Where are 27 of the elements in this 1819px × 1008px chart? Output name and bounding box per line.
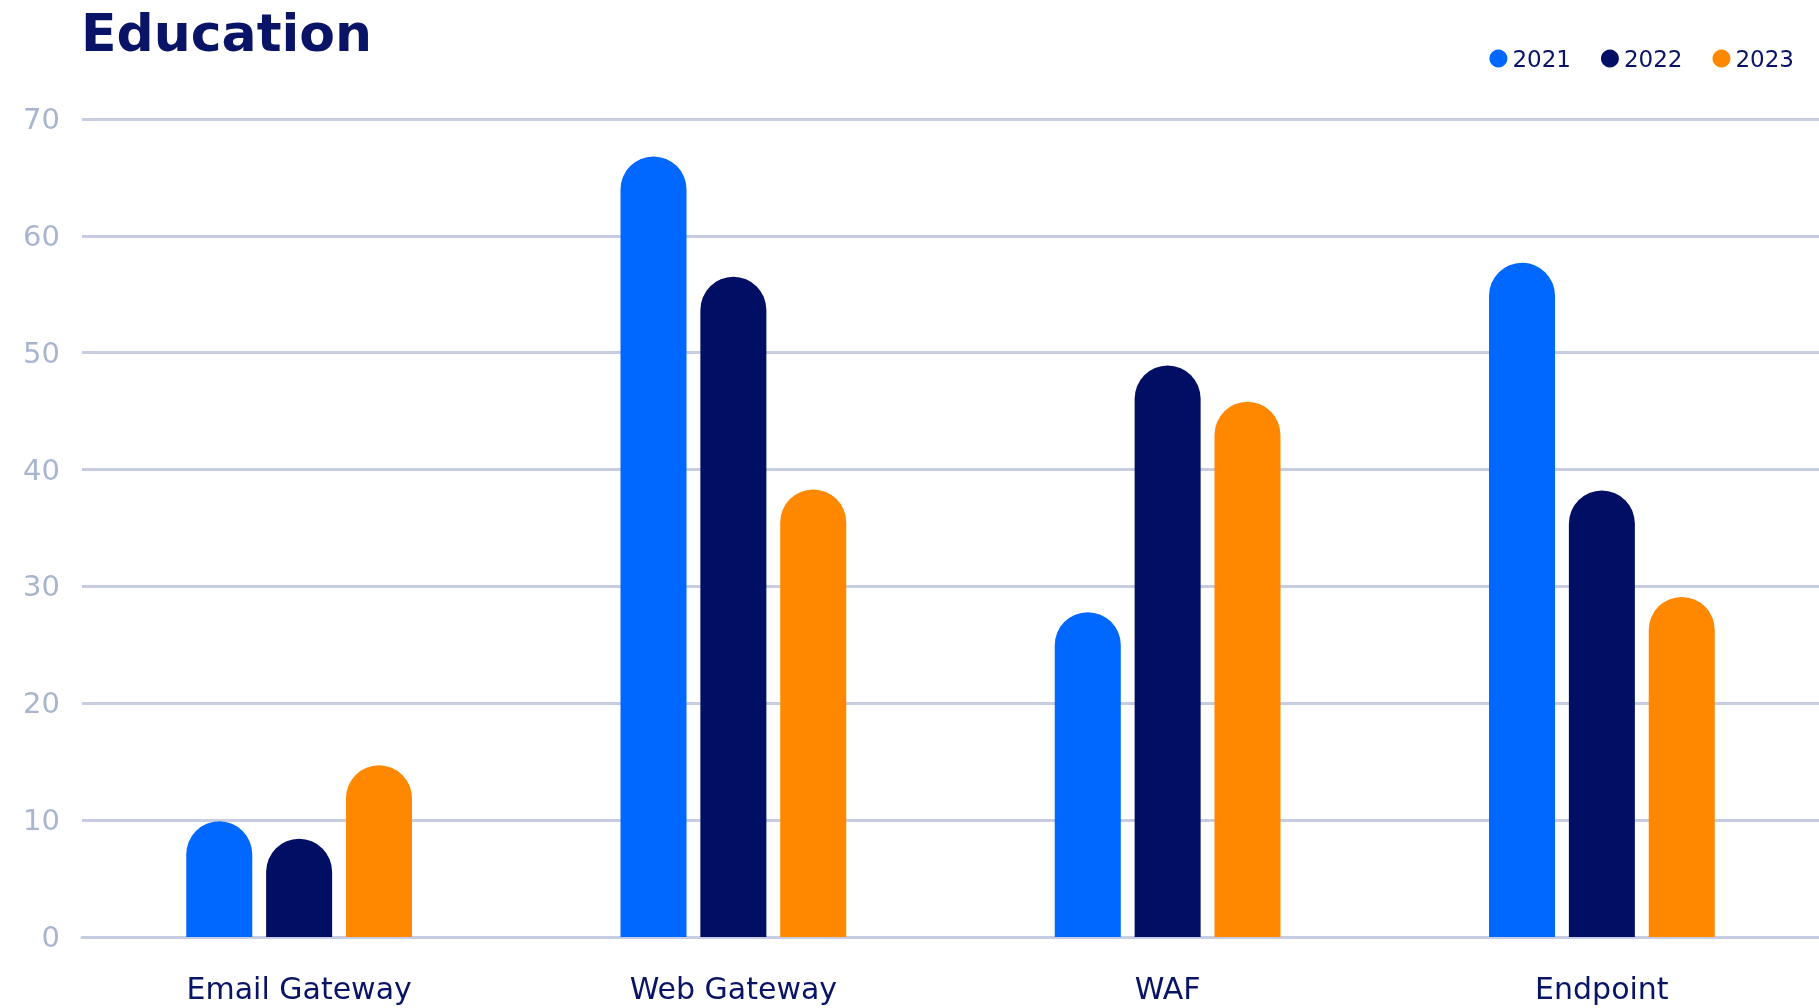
bar [1568, 490, 1635, 937]
legend-label: 2022 [1623, 45, 1683, 72]
x-tick-label: Endpoint [1535, 970, 1669, 1006]
y-tick-label: 10 [23, 803, 60, 838]
x-tick-label: Email Gateway [186, 970, 412, 1006]
y-tick-label: 0 [41, 920, 60, 954]
chart-title: Education [81, 3, 373, 63]
legend-label: 2023 [1735, 45, 1795, 72]
bar [700, 276, 767, 937]
y-tick-label: 40 [23, 452, 60, 487]
bar [1214, 401, 1281, 937]
y-tick-label: 30 [23, 569, 60, 604]
x-tick-label: WAF [1134, 970, 1201, 1006]
bar [620, 156, 687, 937]
bar [1489, 262, 1556, 937]
bar [345, 765, 412, 937]
legend-label: 2021 [1512, 45, 1571, 72]
y-tick-label: 60 [23, 218, 60, 253]
y-tick-label: 70 [23, 102, 60, 136]
bar [1648, 596, 1715, 937]
bar [780, 489, 847, 937]
y-tick-label: 50 [23, 335, 60, 370]
bar [1134, 365, 1201, 937]
bar [186, 821, 253, 937]
bar [1054, 612, 1121, 937]
x-tick-label: Web Gateway [629, 970, 838, 1006]
y-tick-label: 20 [23, 686, 60, 721]
